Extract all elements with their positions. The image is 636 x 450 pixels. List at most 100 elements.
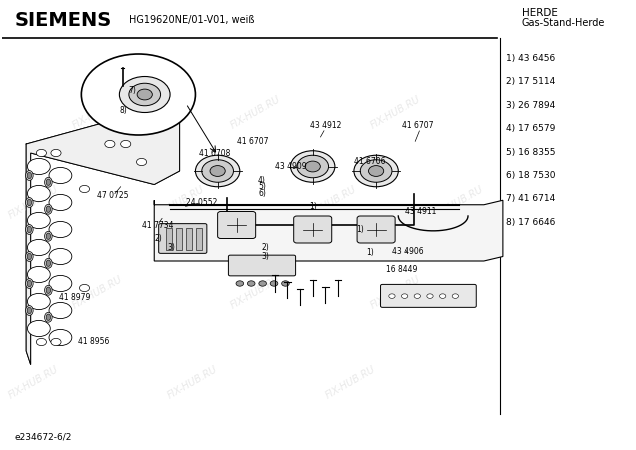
FancyBboxPatch shape [380, 284, 476, 307]
Ellipse shape [27, 226, 32, 233]
Ellipse shape [27, 172, 32, 179]
Text: SIEMENS: SIEMENS [15, 11, 112, 30]
Text: 47 0725: 47 0725 [97, 191, 128, 200]
Ellipse shape [45, 177, 52, 187]
Circle shape [195, 155, 240, 187]
Text: HG19620NE/01-V01, weiß: HG19620NE/01-V01, weiß [129, 15, 254, 25]
FancyBboxPatch shape [228, 255, 296, 276]
Text: 8): 8) [120, 106, 128, 115]
Circle shape [360, 160, 392, 182]
Text: 4): 4) [258, 176, 266, 184]
Text: 2): 2) [155, 234, 163, 243]
Circle shape [414, 294, 420, 298]
Text: 6): 6) [258, 189, 266, 198]
Text: 2) 17 5114: 2) 17 5114 [506, 77, 555, 86]
Text: 8) 17 6646: 8) 17 6646 [506, 218, 555, 227]
Ellipse shape [45, 204, 52, 214]
Text: 3): 3) [167, 243, 176, 252]
Text: Gas-Stand-Herde: Gas-Stand-Herde [522, 18, 605, 27]
Circle shape [36, 338, 46, 346]
Circle shape [81, 54, 195, 135]
Ellipse shape [27, 253, 32, 260]
Circle shape [236, 281, 244, 286]
Circle shape [49, 248, 72, 265]
Circle shape [51, 338, 61, 346]
Circle shape [129, 83, 160, 106]
Text: FIX-HUB.RU: FIX-HUB.RU [165, 364, 219, 401]
Ellipse shape [45, 312, 52, 322]
Text: FIX-HUB.RU: FIX-HUB.RU [7, 184, 60, 221]
Text: FIX-HUB.RU: FIX-HUB.RU [229, 274, 282, 311]
Bar [176, 228, 182, 250]
Circle shape [452, 294, 459, 298]
Circle shape [27, 212, 50, 229]
Text: 41 8956: 41 8956 [78, 338, 109, 346]
Ellipse shape [25, 252, 33, 261]
Text: 6) 18 7530: 6) 18 7530 [506, 171, 556, 180]
Circle shape [27, 266, 50, 283]
Circle shape [354, 155, 398, 187]
Text: 4) 17 6579: 4) 17 6579 [506, 124, 555, 133]
Circle shape [427, 294, 433, 298]
Text: 2): 2) [261, 243, 269, 252]
Circle shape [80, 284, 90, 292]
Text: 41 7734: 41 7734 [142, 220, 173, 230]
Circle shape [291, 151, 335, 182]
Text: 1): 1) [309, 202, 317, 211]
Circle shape [259, 281, 266, 286]
Text: FIX-HUB.RU: FIX-HUB.RU [305, 184, 359, 221]
Ellipse shape [45, 231, 52, 241]
Circle shape [27, 185, 50, 202]
Circle shape [121, 140, 131, 148]
Text: 43 4911: 43 4911 [404, 207, 436, 216]
Text: 41 8979: 41 8979 [59, 292, 91, 302]
Text: FIX-HUB.RU: FIX-HUB.RU [229, 94, 282, 131]
Circle shape [120, 76, 170, 112]
Circle shape [49, 167, 72, 184]
Text: 43 4912: 43 4912 [310, 122, 341, 130]
Circle shape [49, 221, 72, 238]
Text: 43 4906: 43 4906 [392, 248, 424, 256]
Text: 16 8449: 16 8449 [386, 266, 417, 274]
Text: 3): 3) [261, 252, 269, 261]
Circle shape [210, 166, 225, 176]
Text: 3) 26 7894: 3) 26 7894 [506, 101, 555, 110]
Text: FIX-HUB.RU: FIX-HUB.RU [324, 364, 378, 401]
Circle shape [49, 302, 72, 319]
Text: 5) 16 8355: 5) 16 8355 [506, 148, 556, 157]
Circle shape [49, 329, 72, 346]
Text: 1): 1) [356, 225, 364, 234]
Circle shape [27, 239, 50, 256]
Circle shape [27, 158, 50, 175]
Polygon shape [155, 200, 503, 261]
Text: 7) 41 6714: 7) 41 6714 [506, 194, 555, 203]
Circle shape [36, 149, 46, 157]
FancyBboxPatch shape [158, 224, 207, 253]
Circle shape [297, 155, 329, 178]
Text: 41 6707: 41 6707 [237, 137, 268, 146]
Ellipse shape [25, 279, 33, 288]
Bar [196, 228, 202, 250]
Circle shape [49, 194, 72, 211]
Text: HERDE: HERDE [522, 9, 558, 18]
Circle shape [27, 293, 50, 310]
FancyBboxPatch shape [294, 216, 332, 243]
Circle shape [137, 158, 147, 166]
Circle shape [27, 320, 50, 337]
Text: FIX-HUB.RU: FIX-HUB.RU [7, 364, 60, 401]
Text: FIX-HUB.RU: FIX-HUB.RU [368, 274, 422, 311]
Ellipse shape [25, 171, 33, 180]
Circle shape [202, 160, 233, 182]
Circle shape [51, 149, 61, 157]
Ellipse shape [46, 260, 51, 266]
Circle shape [49, 275, 72, 292]
FancyBboxPatch shape [218, 212, 256, 239]
Circle shape [389, 294, 395, 298]
Ellipse shape [46, 179, 51, 185]
Text: 43 4909: 43 4909 [275, 162, 307, 171]
Text: 1) 43 6456: 1) 43 6456 [506, 54, 555, 63]
Ellipse shape [45, 258, 52, 268]
Ellipse shape [27, 307, 32, 314]
FancyBboxPatch shape [357, 216, 395, 243]
Text: FIX-HUB.RU: FIX-HUB.RU [153, 184, 206, 221]
